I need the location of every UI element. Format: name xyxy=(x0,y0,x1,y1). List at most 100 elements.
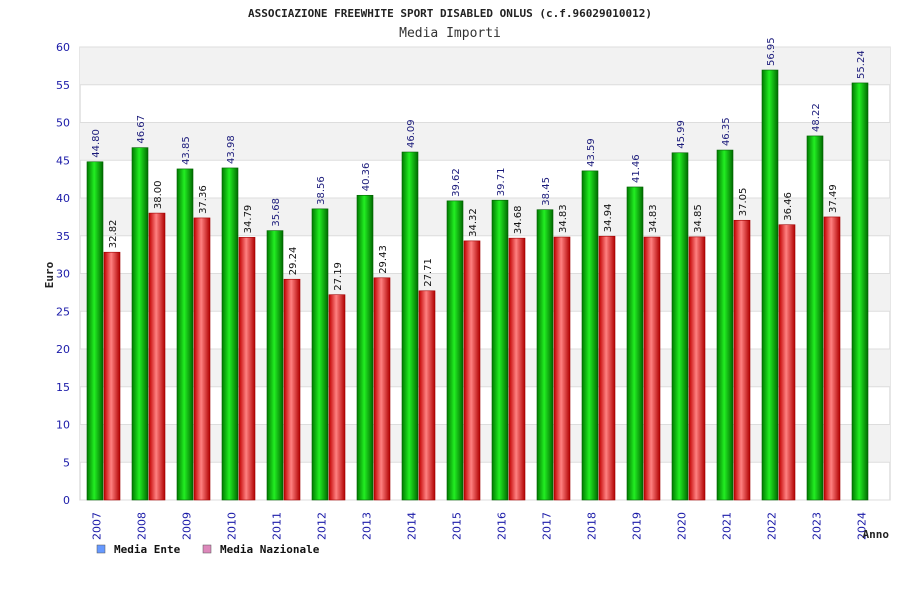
bar-ente xyxy=(491,199,509,501)
legend-swatch-ente xyxy=(96,544,106,554)
y-tick-label: 55 xyxy=(56,79,70,92)
value-label-nazionale: 34.83 xyxy=(648,204,659,233)
bar-nazionale xyxy=(283,278,301,501)
value-label-ente: 39.71 xyxy=(496,168,507,197)
x-tick-label: 2007 xyxy=(91,512,104,540)
value-label-nazionale: 29.43 xyxy=(378,245,389,274)
y-axis-ticks: 0 5 10 15 20 25 30 35 40 45 50 55 60 xyxy=(56,41,70,507)
x-axis-label: Anno xyxy=(863,528,890,541)
value-label-ente: 46.35 xyxy=(721,117,732,146)
value-label-ente: 46.09 xyxy=(406,119,417,148)
value-label-ente: 43.59 xyxy=(586,138,597,167)
bar-nazionale xyxy=(823,216,841,501)
x-tick-label: 2015 xyxy=(451,512,464,540)
x-tick-label: 2011 xyxy=(271,512,284,540)
bar-nazionale xyxy=(148,212,166,501)
value-label-nazionale: 34.83 xyxy=(558,204,569,233)
value-label-nazionale: 37.36 xyxy=(198,185,209,214)
bar-nazionale xyxy=(418,290,436,501)
bars xyxy=(86,69,869,501)
bar-nazionale xyxy=(733,219,751,501)
value-label-ente: 45.99 xyxy=(676,120,687,149)
bar-ente xyxy=(401,151,419,501)
x-tick-label: 2013 xyxy=(361,512,374,540)
bar-ente xyxy=(446,200,464,501)
chart-subtitle: Media Importi xyxy=(399,26,501,41)
grid-band xyxy=(80,47,890,85)
grid-band xyxy=(80,424,890,463)
x-tick-label: 2020 xyxy=(676,512,689,540)
bar-nazionale xyxy=(643,236,661,501)
y-tick-label: 0 xyxy=(63,494,70,507)
value-labels: 44.80 32.82 46.67 38.00 43.85 37.36 43.98 34.79… xyxy=(91,37,867,290)
bar-ente xyxy=(221,167,239,501)
value-label-nazionale: 34.32 xyxy=(468,208,479,237)
value-label-nazionale: 34.94 xyxy=(603,204,614,233)
x-axis-ticks: 2007 2008 2009 2010 2011 2012 2013 2014 2015 2016… xyxy=(91,512,869,540)
x-tick-label: 2010 xyxy=(226,512,239,540)
value-label-ente: 35.68 xyxy=(271,198,282,227)
y-tick-label: 35 xyxy=(56,230,70,243)
value-label-ente: 56.95 xyxy=(766,37,777,66)
value-label-ente: 39.62 xyxy=(451,168,462,197)
legend: Media Ente Media Nazionale xyxy=(96,543,320,556)
value-label-ente: 44.80 xyxy=(91,129,102,158)
bar-nazionale xyxy=(238,237,256,501)
y-tick-label: 20 xyxy=(56,343,70,356)
value-label-nazionale: 38.00 xyxy=(153,180,164,209)
bar-ente xyxy=(266,230,284,501)
value-label-ente: 40.36 xyxy=(361,163,372,192)
x-tick-label: 2009 xyxy=(181,512,194,540)
bar-ente xyxy=(311,208,329,501)
bar-ente xyxy=(626,186,644,501)
y-tick-label: 45 xyxy=(56,154,70,167)
grid-band xyxy=(80,273,890,312)
bar-ente xyxy=(806,135,824,501)
y-tick-label: 40 xyxy=(56,192,70,205)
value-label-nazionale: 27.71 xyxy=(423,258,434,287)
value-label-nazionale: 27.19 xyxy=(333,262,344,291)
legend-label-ente: Media Ente xyxy=(114,543,181,556)
value-label-nazionale: 32.82 xyxy=(108,220,119,249)
value-label-ente: 55.24 xyxy=(856,50,867,79)
bar-nazionale xyxy=(373,277,391,501)
x-tick-label: 2024 xyxy=(856,512,869,540)
bar-ente xyxy=(716,149,734,501)
value-label-ente: 41.46 xyxy=(631,154,642,183)
x-tick-label: 2012 xyxy=(316,512,329,540)
x-tick-label: 2023 xyxy=(811,512,824,540)
y-tick-label: 5 xyxy=(63,456,70,469)
x-tick-label: 2017 xyxy=(541,512,554,540)
x-tick-label: 2018 xyxy=(586,512,599,540)
bar-ente xyxy=(131,147,149,501)
bar-nazionale xyxy=(193,217,211,501)
value-label-nazionale: 34.79 xyxy=(243,205,254,234)
value-label-ente: 46.67 xyxy=(136,115,147,144)
x-tick-label: 2014 xyxy=(406,512,419,540)
grid-band xyxy=(80,349,890,387)
y-tick-label: 50 xyxy=(56,117,70,130)
value-label-ente: 43.85 xyxy=(181,136,192,165)
value-label-nazionale: 29.24 xyxy=(288,247,299,276)
x-tick-label: 2022 xyxy=(766,512,779,540)
value-label-nazionale: 34.68 xyxy=(513,206,524,235)
y-tick-label: 10 xyxy=(56,419,70,432)
legend-label-nazionale: Media Nazionale xyxy=(220,543,320,556)
value-label-nazionale: 34.85 xyxy=(693,204,704,233)
bar-nazionale xyxy=(598,235,616,501)
legend-swatch-nazionale xyxy=(202,544,212,554)
bar-ente xyxy=(671,152,689,501)
value-label-ente: 38.45 xyxy=(541,177,552,206)
bar-ente xyxy=(851,82,869,501)
bar-ente xyxy=(761,69,779,501)
y-tick-label: 15 xyxy=(56,381,70,394)
x-tick-label: 2008 xyxy=(136,512,149,540)
bar-nazionale xyxy=(553,236,571,501)
value-label-nazionale: 36.46 xyxy=(783,192,794,221)
value-label-nazionale: 37.49 xyxy=(828,184,839,213)
x-tick-label: 2021 xyxy=(721,512,734,540)
x-tick-label: 2016 xyxy=(496,512,509,540)
bar-nazionale xyxy=(328,294,346,501)
y-tick-label: 60 xyxy=(56,41,70,54)
y-tick-label: 25 xyxy=(56,305,70,318)
